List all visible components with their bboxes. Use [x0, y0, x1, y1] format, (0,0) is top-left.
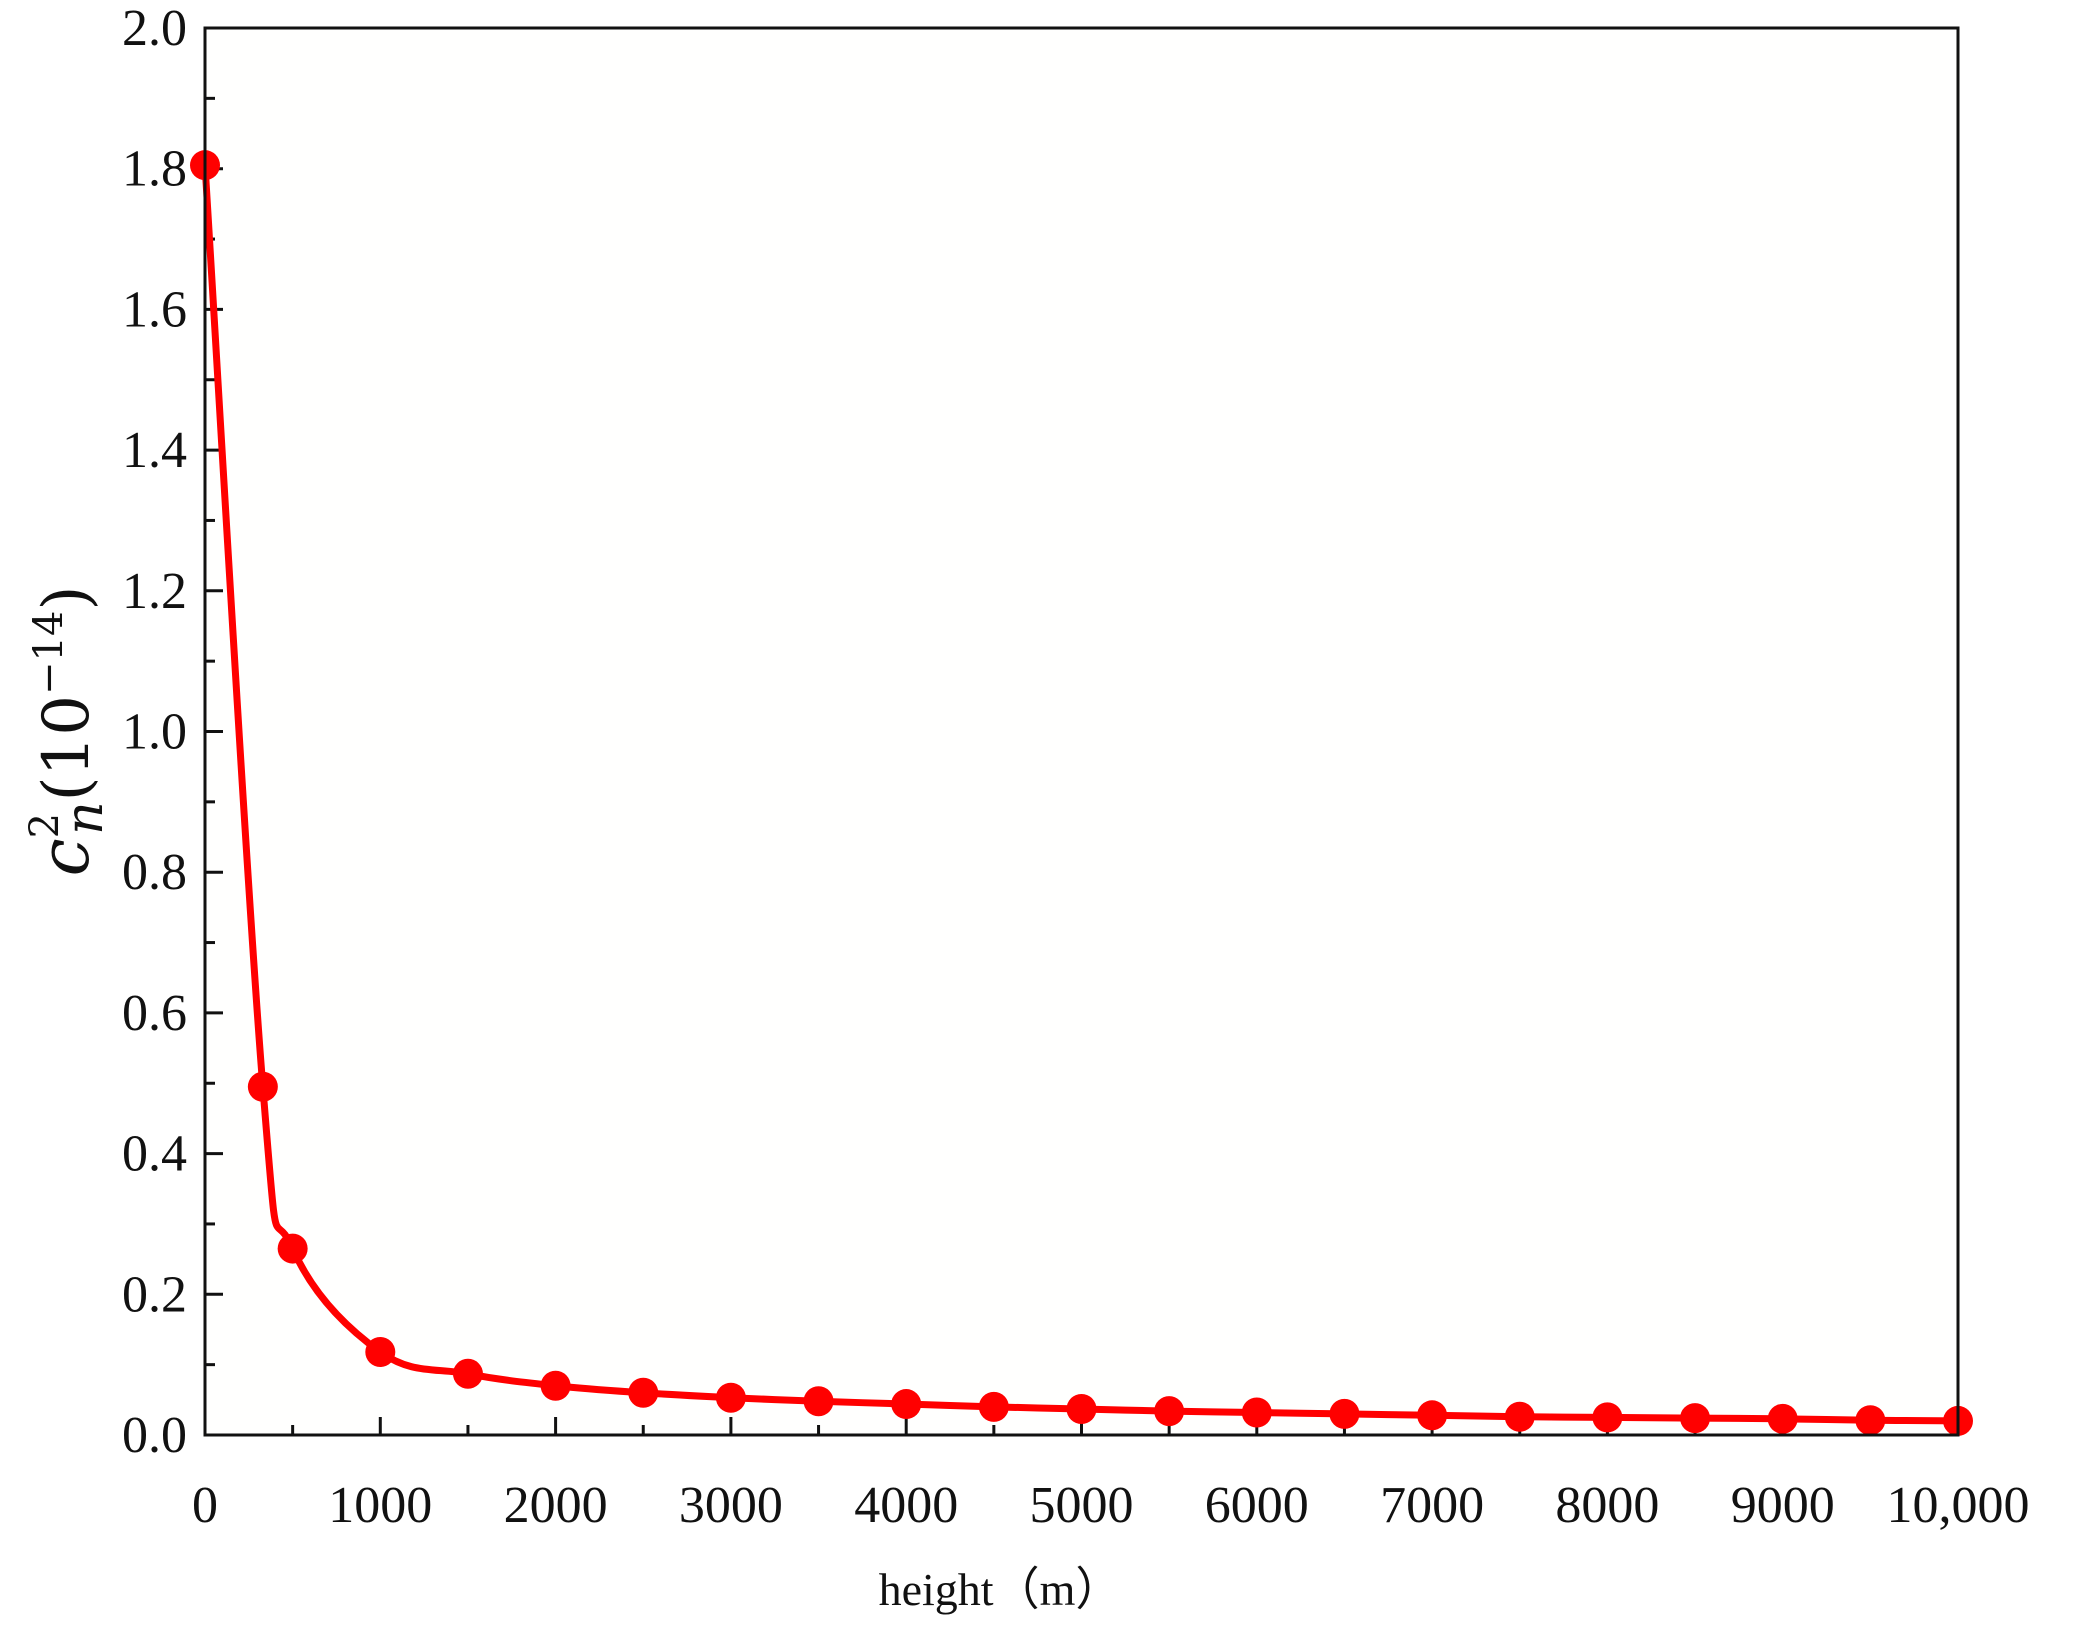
data-point	[1592, 1402, 1623, 1433]
y-axis-title: c2n(10−14)	[22, 586, 115, 877]
y-tick-label: 1.4	[122, 422, 187, 479]
y-tick-label: 1.6	[122, 281, 187, 338]
y-tick-label: 1.0	[122, 704, 187, 761]
y-tick-label: 1.2	[122, 563, 187, 620]
x-tick-label: 10,000	[1887, 1477, 2030, 1534]
data-point	[1767, 1403, 1798, 1434]
data-point	[277, 1233, 308, 1264]
data-point	[540, 1370, 571, 1401]
data-point	[1855, 1405, 1886, 1436]
data-point	[365, 1336, 396, 1367]
x-axis-title: height（m）	[879, 1564, 1122, 1615]
data-point	[1154, 1396, 1185, 1427]
x-tick-label: 9000	[1731, 1477, 1835, 1534]
y-tick-label: 0.8	[122, 844, 187, 901]
x-tick-label: 7000	[1380, 1477, 1484, 1534]
x-tick-label: 3000	[679, 1477, 783, 1534]
x-tick-label: 1000	[328, 1477, 432, 1534]
y-tick-label: 0.0	[122, 1407, 187, 1464]
y-tick-label: 1.8	[122, 141, 187, 198]
y-tick-label: 0.4	[122, 1126, 187, 1183]
data-point	[1504, 1401, 1535, 1432]
y-axis-ticks: 0.0 0.2 0.4 0.6 0.8 1.0 1.2 1.4 1.6 1.8 2.0	[122, 0, 223, 1464]
data-point	[1241, 1397, 1272, 1428]
y-axis-title-factor-open: (10	[30, 695, 104, 801]
x-tick-label: 8000	[1555, 1477, 1659, 1534]
data-point	[628, 1377, 659, 1408]
data-point	[247, 1071, 278, 1102]
plot-frame	[203, 26, 1960, 1437]
y-axis-title-factor-close: )	[30, 586, 104, 611]
x-tick-label: 4000	[854, 1477, 958, 1534]
data-point	[452, 1358, 483, 1389]
svg-text:c2n(10−14): c2n(10−14)	[22, 586, 115, 877]
plot-background	[205, 28, 1958, 1435]
series-layer	[190, 150, 1973, 1436]
data-point	[978, 1391, 1009, 1422]
data-point	[715, 1382, 746, 1413]
y-tick-label: 0.6	[122, 985, 187, 1042]
x-tick-label: 5000	[1030, 1477, 1134, 1534]
y-axis-title-symbol: c	[26, 838, 105, 876]
y-tick-label: 0.2	[122, 1266, 187, 1323]
data-point	[891, 1389, 922, 1420]
data-point	[1066, 1393, 1097, 1424]
y-axis-title-superscript: 2	[22, 813, 68, 838]
data-point	[803, 1386, 834, 1417]
data-point	[1329, 1398, 1360, 1429]
y-axis-title-factor-exponent: −14	[26, 611, 72, 695]
y-tick-label: 2.0	[122, 0, 187, 57]
y-axis-title-subscript: n	[55, 801, 115, 835]
x-tick-label: 0	[192, 1477, 218, 1534]
x-tick-label: 6000	[1205, 1477, 1309, 1534]
data-point	[1417, 1400, 1448, 1431]
x-tick-label: 2000	[504, 1477, 608, 1534]
x-axis-ticks: 0 1000 2000 3000 4000 5000 6000 7000 8000 9000 10,…	[192, 1417, 2030, 1534]
data-point	[1680, 1403, 1711, 1434]
